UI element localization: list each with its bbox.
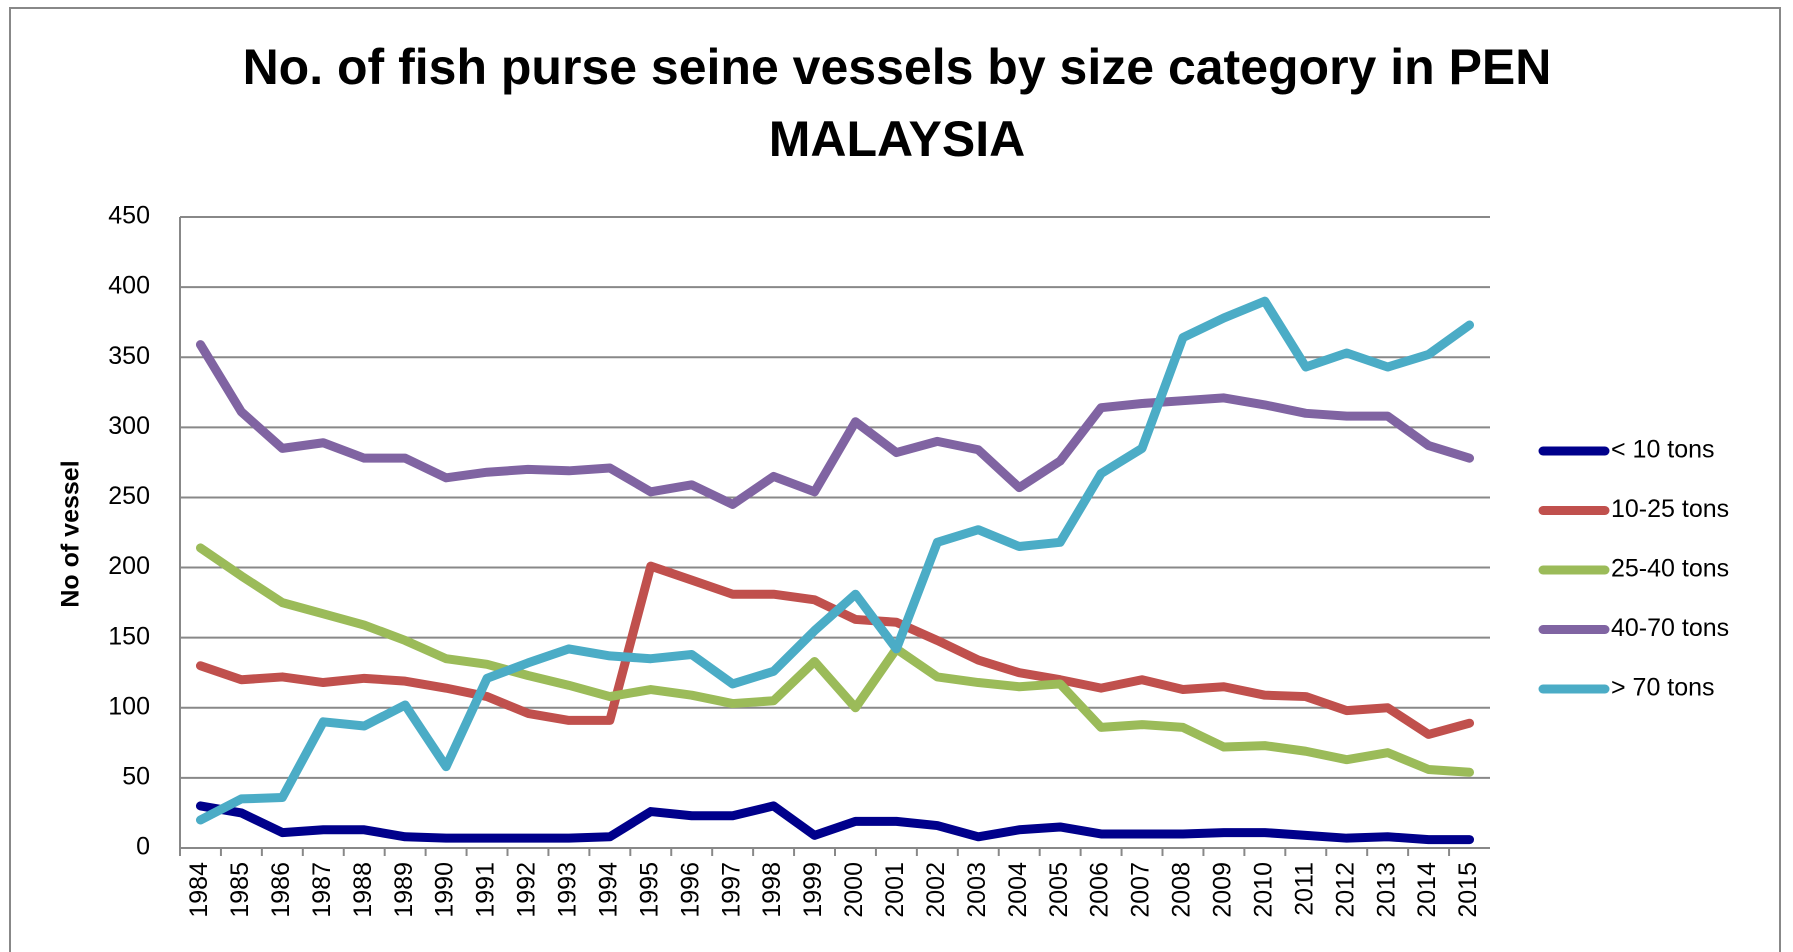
x-tick-label: 1989: [390, 862, 418, 918]
y-tick-label: 0: [136, 833, 150, 861]
legend-label: 40-70 tons: [1611, 614, 1729, 642]
x-tick-label: 2012: [1331, 862, 1359, 918]
chart-frame: [9, 7, 1781, 952]
x-tick-label: 1992: [513, 862, 541, 918]
chart-title: No. of fish purse seine vessels by size …: [243, 39, 1552, 167]
legend-label: < 10 tons: [1611, 436, 1715, 464]
x-tick-label: 2006: [1086, 862, 1114, 918]
x-tick-label: 2003: [963, 862, 991, 918]
legend-label: 10-25 tons: [1611, 495, 1729, 523]
x-tick-label: 1990: [431, 862, 459, 918]
x-tick-label: 1999: [799, 862, 827, 918]
x-tick-label: 2014: [1413, 862, 1441, 918]
x-tick-label: 2011: [1290, 862, 1318, 916]
series-line: [195, 340, 1475, 509]
y-tick-label: 250: [108, 482, 150, 510]
x-tick-label: 2009: [1209, 862, 1237, 918]
series-line: [195, 296, 1475, 825]
x-tick-label: 2004: [1004, 862, 1032, 918]
x-tick-label: 1986: [267, 862, 295, 918]
x-tick-label: 1984: [185, 862, 213, 918]
x-tick-label: 1995: [635, 862, 663, 918]
x-tick-label: 2002: [922, 862, 950, 918]
y-tick-label: 150: [108, 622, 150, 650]
x-tick-label: 2001: [881, 862, 909, 918]
x-tick-label: 2005: [1045, 862, 1073, 918]
y-tick-label: 300: [108, 412, 150, 440]
y-tick-label: 450: [108, 202, 150, 230]
y-tick-label: 400: [108, 272, 150, 300]
y-tick-label: 50: [122, 762, 150, 790]
y-tick-label: 200: [108, 552, 150, 580]
x-tick-label: 2015: [1454, 862, 1482, 918]
x-tick-label: 2007: [1127, 862, 1155, 918]
series-line: [195, 543, 1475, 777]
x-tick-label: 1996: [676, 862, 704, 918]
series-line: [195, 801, 1475, 845]
x-tick-label: 1997: [717, 862, 745, 918]
x-tick-label: 2013: [1372, 862, 1400, 918]
x-tick-label: 1987: [308, 862, 336, 918]
y-tick-label: 350: [108, 342, 150, 370]
x-tick-label: 1991: [472, 862, 500, 918]
x-tick-label: 1988: [349, 862, 377, 918]
x-tick-label: 2010: [1249, 862, 1277, 918]
x-tick-label: 1998: [758, 862, 786, 918]
x-tick-label: 1985: [226, 862, 254, 918]
legend-label: 25-40 tons: [1611, 555, 1729, 583]
y-tick-label: 100: [108, 692, 150, 720]
x-tick-label: 2000: [840, 862, 868, 918]
x-tick-label: 1993: [554, 862, 582, 918]
x-tick-label: 1994: [594, 862, 622, 918]
x-tick-label: 2008: [1168, 862, 1196, 918]
y-axis-label: No of vessel: [57, 460, 85, 607]
legend-label: > 70 tons: [1611, 674, 1715, 702]
